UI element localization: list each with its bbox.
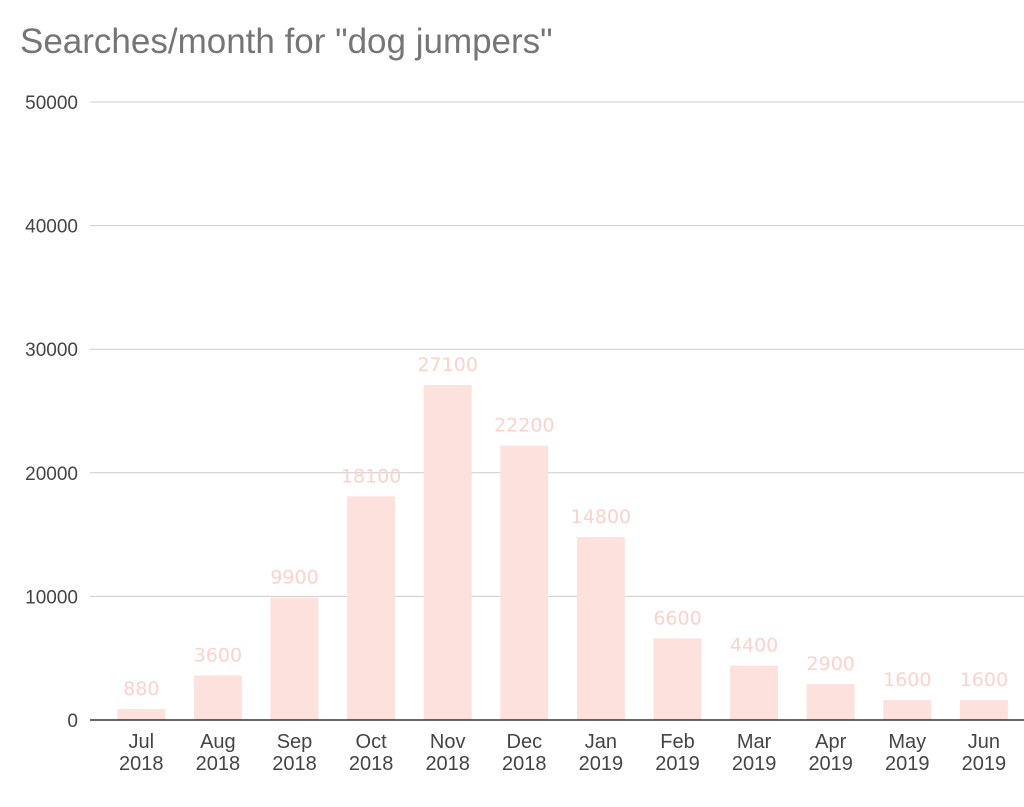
x-tick-label-year: 2019 (655, 753, 700, 775)
x-tick-label-month: Feb (660, 731, 694, 753)
x-tick-label-month: May (888, 731, 926, 753)
data-label: 27100 (417, 354, 477, 376)
x-tick-label-month: Nov (430, 731, 466, 753)
bar (270, 597, 319, 720)
data-label: 3600 (194, 645, 242, 667)
data-label: 14800 (571, 506, 631, 528)
data-label: 22200 (494, 415, 554, 437)
bar (423, 385, 472, 720)
bars (117, 385, 1008, 720)
x-tick-label-year: 2019 (962, 753, 1007, 775)
x-tick-label-month: Sep (277, 731, 313, 753)
x-tick-label-month: Mar (737, 731, 772, 753)
y-tick-label: 10000 (25, 587, 78, 608)
x-tick-label-month: Jun (968, 731, 1000, 753)
bar (883, 700, 932, 720)
x-tick-label-year: 2019 (579, 753, 624, 775)
data-label: 1600 (960, 669, 1008, 691)
y-tick-label: 20000 (25, 464, 78, 485)
x-tick-label-month: Jul (129, 731, 155, 753)
data-label: 9900 (270, 567, 318, 589)
x-tick-label-year: 2018 (502, 753, 547, 775)
data-label: 18100 (341, 465, 401, 487)
x-tick-label-month: Aug (200, 731, 236, 753)
bar (117, 709, 166, 720)
bar (193, 675, 242, 720)
bar (500, 445, 549, 720)
x-tick-label-month: Oct (356, 731, 388, 753)
bar (730, 665, 779, 720)
data-label: 2900 (807, 653, 855, 675)
y-tick-label: 50000 (25, 93, 78, 114)
gridlines (90, 101, 1024, 597)
x-tick-label-year: 2019 (732, 753, 777, 775)
bar (959, 700, 1008, 720)
x-tick-label-year: 2018 (349, 753, 394, 775)
bar (653, 638, 702, 720)
x-tick-label-month: Apr (815, 731, 846, 753)
x-tick-label-year: 2019 (808, 753, 853, 775)
data-label: 1600 (883, 669, 931, 691)
bar (576, 537, 625, 720)
chart-title: Searches/month for "dog jumpers" (20, 22, 553, 61)
x-tick-label-year: 2018 (196, 753, 241, 775)
data-label: 880 (123, 678, 159, 700)
x-axis-ticks: Jul2018Aug2018Sep2018Oct2018Nov2018Dec20… (90, 719, 1024, 775)
y-tick-label: 30000 (25, 340, 78, 361)
x-tick-label-month: Jan (585, 731, 617, 753)
x-tick-label-year: 2018 (272, 753, 317, 775)
data-labels: 880 3600 9900 18100 27100 22200 14800 6600 4400 2… (123, 354, 1008, 700)
x-tick-label-year: 2019 (885, 753, 930, 775)
data-label: 4400 (730, 635, 778, 657)
y-tick-label: 40000 (25, 217, 78, 238)
x-tick-label-year: 2018 (119, 753, 164, 775)
bar (806, 684, 855, 720)
y-tick-label: 0 (67, 711, 78, 732)
data-label: 6600 (653, 607, 701, 629)
y-axis-ticks: 0 10000 20000 30000 40000 50000 (25, 93, 78, 732)
x-tick-label-month: Dec (507, 731, 543, 753)
x-tick-label-year: 2018 (425, 753, 470, 775)
bar (347, 496, 396, 720)
